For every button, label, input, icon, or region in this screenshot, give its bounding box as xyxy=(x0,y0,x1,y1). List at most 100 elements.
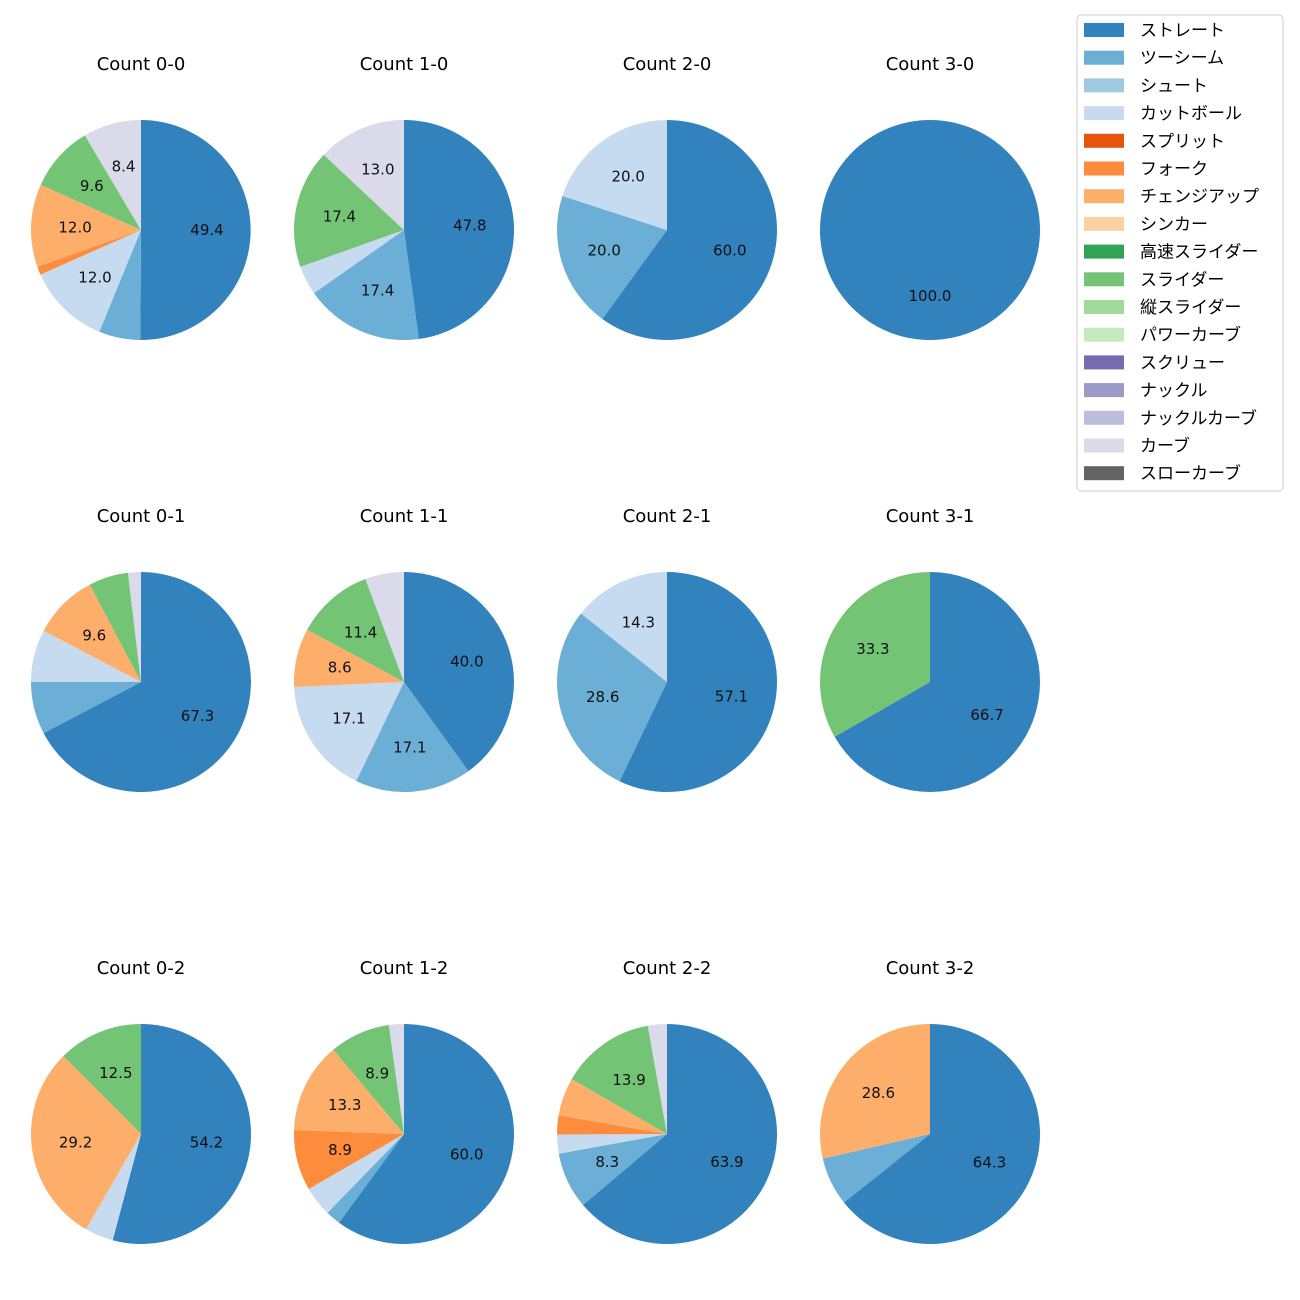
pie-title: Count 1-0 xyxy=(360,54,449,75)
slice-label: 29.2 xyxy=(59,1134,92,1152)
slice-label: 8.9 xyxy=(328,1141,352,1159)
legend-swatch xyxy=(1084,272,1124,287)
legend-label: スライダー xyxy=(1140,270,1224,290)
slice-label: 66.7 xyxy=(970,706,1003,724)
legend-item: ストレート xyxy=(1084,21,1225,41)
legend-item: カットボール xyxy=(1084,104,1242,124)
legend-label: ストレート xyxy=(1140,21,1225,41)
legend-item: ツーシーム xyxy=(1084,49,1224,69)
slice-label: 8.4 xyxy=(112,157,136,175)
legend-swatch xyxy=(1084,50,1124,65)
pie-slice xyxy=(140,120,251,341)
legend-item: シンカー xyxy=(1084,215,1208,235)
legend-swatch xyxy=(1084,438,1124,453)
slice-label: 9.6 xyxy=(80,177,104,195)
slice-label: 13.0 xyxy=(361,160,394,178)
legend-swatch xyxy=(1084,23,1124,37)
pie-slice xyxy=(307,578,404,682)
slice-label: 17.1 xyxy=(393,739,426,757)
legend: ストレートツーシームシュートカットボールスプリットフォークチェンジアップシンカー… xyxy=(1076,14,1284,492)
pie-slice xyxy=(582,1024,777,1244)
legend-label: 縦スライダー xyxy=(1140,298,1241,318)
slice-label: 57.1 xyxy=(715,688,748,706)
legend-item: フォーク xyxy=(1084,160,1208,180)
slice-label: 8.6 xyxy=(328,658,352,676)
pie-slice xyxy=(404,119,515,339)
pie-slice xyxy=(84,120,141,230)
legend-frame xyxy=(1076,14,1284,492)
pie-slice xyxy=(89,572,141,682)
slice-label: 60.0 xyxy=(713,241,746,259)
slice-label: 12.0 xyxy=(58,218,91,236)
legend-label: スローカーブ xyxy=(1140,463,1241,484)
pie-slice xyxy=(99,230,141,340)
pie-slice xyxy=(558,1079,667,1134)
pie-slice xyxy=(822,1134,930,1203)
slice-label: 64.3 xyxy=(973,1154,1006,1172)
pie-slice xyxy=(308,1134,404,1213)
pie-slice xyxy=(313,230,419,341)
pie-chart: Count 0-0 49.4 12.0 12.0 9.6 8.4 xyxy=(30,54,251,341)
legend-item: 縦スライダー xyxy=(1084,298,1241,318)
pie-title: Count 0-2 xyxy=(97,958,186,979)
slice-label: 63.9 xyxy=(710,1153,743,1171)
legend-label: フォーク xyxy=(1140,160,1208,180)
slice-label: 14.3 xyxy=(622,614,655,632)
pie-slice xyxy=(647,1024,667,1134)
slice-label: 54.2 xyxy=(190,1134,223,1152)
legend-item: ナックルカーブ xyxy=(1084,408,1257,429)
pie-slice xyxy=(293,1130,404,1189)
slice-label: 17.4 xyxy=(323,208,356,226)
pie-chart: Count 1-0 47.8 17.4 17.4 13.0 xyxy=(293,54,515,341)
legend-item: スクリュー xyxy=(1084,353,1225,373)
pie-slice xyxy=(30,184,141,267)
slice-label: 8.9 xyxy=(365,1065,389,1083)
pie-slice xyxy=(127,572,141,682)
pie-title: Count 2-0 xyxy=(623,54,712,75)
slice-label: 9.6 xyxy=(82,626,106,644)
legend-label: ツーシーム xyxy=(1140,49,1224,69)
pie-title: Count 3-2 xyxy=(886,958,975,979)
legend-label: スクリュー xyxy=(1140,353,1225,373)
pie-slice xyxy=(30,630,141,682)
slice-label: 60.0 xyxy=(450,1146,483,1164)
slice-label: 49.4 xyxy=(190,221,223,239)
pie-chart: Count 2-0 60.0 20.0 20.0 xyxy=(556,54,777,340)
pie-slice xyxy=(556,196,667,319)
legend-label: パワーカーブ xyxy=(1140,325,1241,346)
pie-slice xyxy=(820,120,1040,340)
legend-item: パワーカーブ xyxy=(1084,325,1241,346)
slice-label: 13.3 xyxy=(328,1096,361,1114)
pie-slice xyxy=(388,1024,404,1134)
pie-slice xyxy=(300,230,404,294)
legend-item: カーブ xyxy=(1084,436,1190,457)
legend-item: スローカーブ xyxy=(1084,463,1241,484)
pie-title: Count 0-0 xyxy=(97,54,186,75)
legend-item: ナックル xyxy=(1084,381,1208,401)
pie-chart: Count 1-1 40.0 17.1 17.1 8.6 11.4 xyxy=(293,506,514,792)
slice-label: 47.8 xyxy=(453,217,486,235)
legend-swatch xyxy=(1084,300,1124,314)
legend-item: スプリット xyxy=(1084,132,1225,152)
pie-slice xyxy=(294,682,404,782)
pie-slice xyxy=(31,682,141,734)
pie-slice xyxy=(333,1025,404,1134)
slice-label: 28.6 xyxy=(586,688,619,706)
legend-swatch xyxy=(1084,383,1124,398)
slice-label: 20.0 xyxy=(611,168,644,186)
slice-label: 40.0 xyxy=(450,653,483,671)
slice-label: 100.0 xyxy=(909,287,952,305)
slice-label: 33.3 xyxy=(856,640,889,658)
slice-label: 8.3 xyxy=(595,1153,619,1171)
pie-chart: Count 3-1 66.7 33.3 xyxy=(819,506,1040,792)
legend-label: カーブ xyxy=(1140,436,1190,457)
slice-label: 12.0 xyxy=(78,268,111,286)
legend-label: スプリット xyxy=(1140,132,1225,152)
pie-slice xyxy=(819,1023,930,1159)
pie-slice xyxy=(112,1024,251,1244)
pie-slice xyxy=(293,154,404,267)
slice-label: 11.4 xyxy=(344,623,377,641)
legend-swatch xyxy=(1084,106,1124,121)
pie-slice xyxy=(37,230,141,275)
